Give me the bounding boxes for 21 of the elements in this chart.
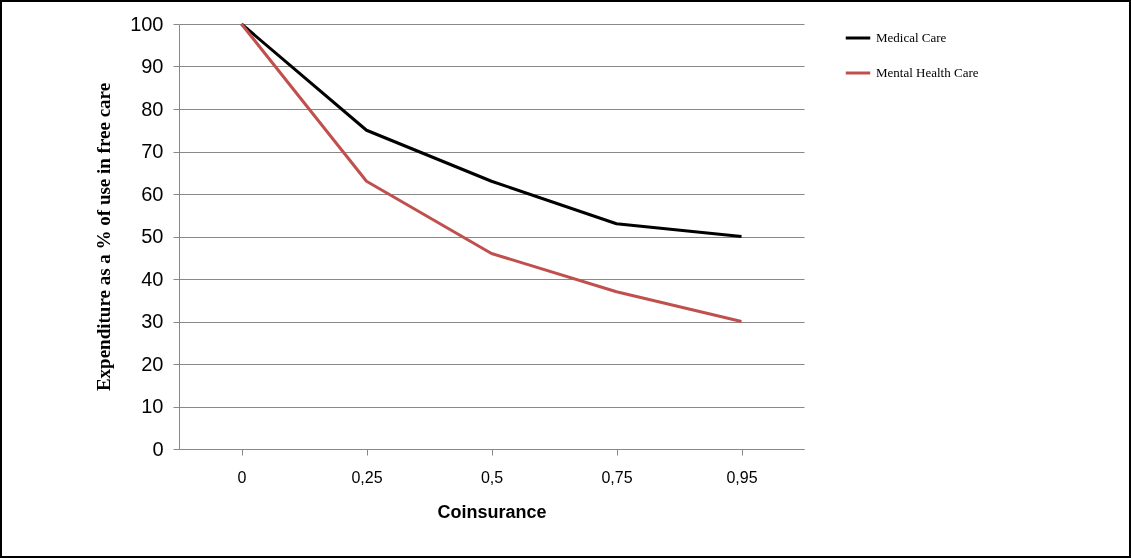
y-tick-label: 10 [141,395,164,417]
x-tick-label: 0,95 [726,468,758,486]
y-tick-label: 0 [152,437,164,460]
line-series [240,22,743,323]
x-axis-title: Coinsurance [437,501,547,522]
y-tick-label: 100 [130,12,164,35]
x-tick-label: 0 [237,468,247,486]
y-tick-label: 70 [141,140,164,162]
y-tick-label: 90 [141,55,164,77]
legend-label: Medical Care [876,30,947,45]
legend-label: Mental Health Care [876,65,979,80]
y-tick-label: 40 [141,267,164,290]
y-tick-label: 80 [141,97,164,120]
y-tick-label: 20 [141,352,164,375]
y-tick-label: 50 [141,225,164,247]
x-tick-label: 0,5 [480,468,504,486]
y-tick-label: 60 [141,182,164,205]
x-tick-label: 0,25 [351,468,383,486]
y-tick-label: 30 [141,310,164,332]
x-tick-label: 0,75 [601,468,633,486]
y-axis-title: Expenditure as a % of use in free care [93,82,115,392]
